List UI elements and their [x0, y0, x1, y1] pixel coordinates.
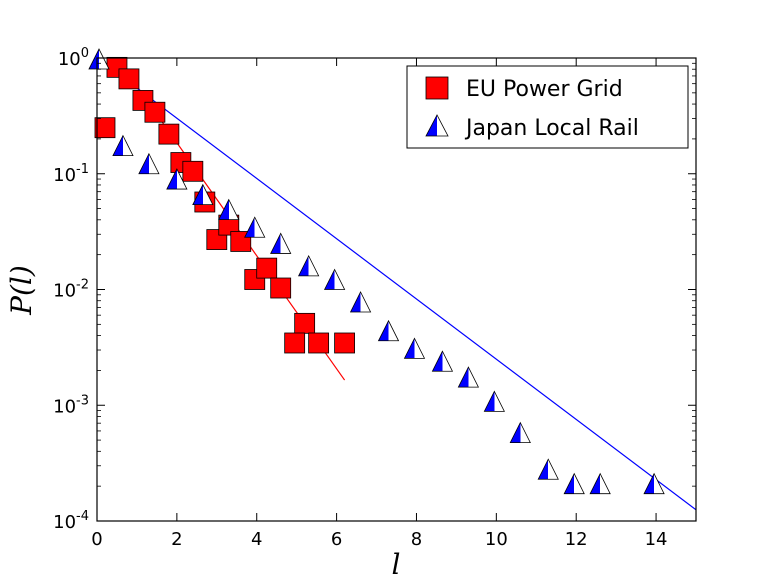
marker-japan-local-rail — [349, 291, 372, 313]
marker-japan-local-rail — [537, 458, 559, 480]
marker-japan-local-rail — [112, 134, 134, 157]
marker-eu-power-grid — [144, 101, 166, 123]
legend-marker-japan-local-rail — [425, 114, 449, 137]
marker-eu-power-grid — [94, 117, 116, 139]
x-axis-label: l — [392, 548, 401, 579]
x-tick-label: 4 — [251, 529, 262, 550]
y-tick-label: 10-2 — [53, 278, 89, 302]
marker-japan-local-rail — [297, 254, 320, 277]
marker-japan-local-rail — [431, 350, 454, 372]
y-tick-label: 100 — [58, 46, 89, 70]
x-tick-label: 10 — [485, 529, 508, 550]
x-tick-label: 12 — [565, 529, 588, 550]
marker-japan-local-rail — [138, 152, 160, 175]
marker-japan-local-rail — [589, 472, 611, 495]
legend-label-japan-local-rail: Japan Local Rail — [464, 116, 639, 141]
marker-eu-power-grid — [118, 68, 140, 90]
x-tick-label: 2 — [171, 529, 182, 550]
x-tick-label: 0 — [91, 529, 102, 550]
marker-japan-local-rail — [643, 472, 665, 495]
marker-eu-power-grid — [256, 257, 278, 279]
marker-japan-local-rail — [403, 337, 426, 359]
marker-japan-local-rail — [88, 48, 110, 70]
marker-japan-local-rail — [377, 319, 400, 342]
marker-eu-power-grid — [308, 332, 330, 354]
marker-japan-local-rail — [483, 390, 505, 412]
data-markers — [88, 48, 665, 495]
marker-japan-local-rail — [270, 232, 292, 254]
marker-japan-local-rail — [563, 472, 585, 495]
fit-line-japan-local-rail — [97, 58, 696, 511]
y-axis-label: P(l) — [5, 265, 38, 316]
legend-box — [406, 65, 689, 149]
marker-japan-local-rail — [218, 198, 240, 221]
marker-japan-local-rail — [166, 168, 188, 190]
legend-marker-eu-power-grid — [425, 76, 449, 100]
marker-eu-power-grid — [334, 332, 355, 354]
axis-ticks: 0 2 4 6 8 10 12 14 100 10-1 10-2 10-3 10-4 — [53, 46, 696, 550]
marker-eu-power-grid — [270, 277, 292, 299]
marker-eu-power-grid — [182, 160, 204, 182]
x-tick-label: 8 — [411, 529, 422, 550]
x-tick-label: 6 — [331, 529, 342, 550]
y-tick-label: 10-1 — [53, 162, 89, 186]
x-tick-label: 14 — [645, 529, 668, 550]
marker-eu-power-grid — [294, 312, 316, 334]
marker-japan-local-rail — [457, 366, 480, 388]
marker-japan-local-rail — [509, 421, 531, 444]
marker-eu-power-grid — [158, 123, 180, 145]
legend: EU Power Grid Japan Local Rail — [406, 65, 689, 149]
y-tick-label: 10-3 — [53, 393, 89, 417]
y-tick-label: 10-4 — [53, 509, 89, 533]
marker-japan-local-rail — [323, 268, 346, 290]
marker-japan-local-rail — [192, 183, 214, 206]
legend-label-eu-power-grid: EU Power Grid — [466, 77, 623, 102]
marker-japan-local-rail — [244, 216, 266, 238]
marker-eu-power-grid — [284, 332, 306, 354]
